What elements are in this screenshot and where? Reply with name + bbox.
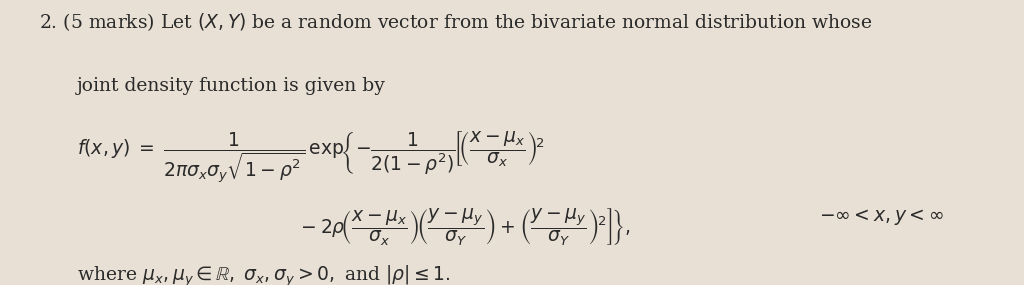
Text: $-\infty < x,y < \infty$: $-\infty < x,y < \infty$ [819, 207, 944, 227]
Text: $\left.\left.-2\rho\!\left(\dfrac{x-\mu_x}{\sigma_x}\right)\!\left(\dfrac{y-\mu_: $\left.\left.-2\rho\!\left(\dfrac{x-\mu_… [297, 207, 631, 248]
Text: $f(x,y)\;=\;\dfrac{1}{2\pi\sigma_x\sigma_y\sqrt{1-\rho^2}}\,\mathrm{exp}\!\left\: $f(x,y)\;=\;\dfrac{1}{2\pi\sigma_x\sigma… [77, 130, 545, 186]
Text: where $\mu_x, \mu_y \in \mathbb{R},\;\sigma_x,\sigma_y > 0,$ and $|\rho| \leq 1.: where $\mu_x, \mu_y \in \mathbb{R},\;\si… [77, 264, 451, 285]
Text: joint density function is given by: joint density function is given by [77, 77, 386, 95]
Text: 2. (5 marks) Let $(X,Y)$ be a random vector from the bivariate normal distributi: 2. (5 marks) Let $(X,Y)$ be a random vec… [39, 11, 872, 33]
